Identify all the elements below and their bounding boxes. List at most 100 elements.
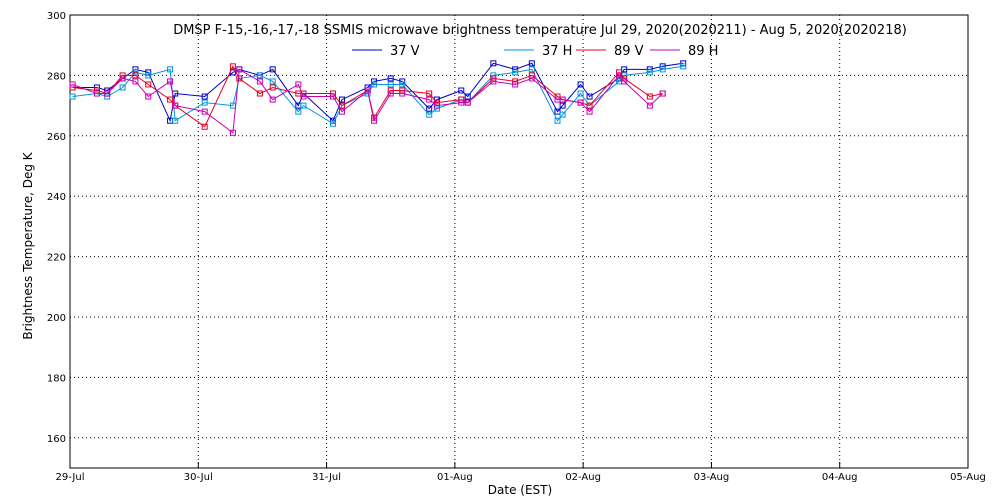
data-point <box>490 60 497 67</box>
x-tick-label: 05-Aug <box>950 472 986 483</box>
data-point <box>201 93 208 100</box>
data-point <box>586 93 593 100</box>
data-point <box>490 78 497 85</box>
data-point <box>69 93 76 100</box>
data-point <box>646 66 653 73</box>
data-point <box>172 117 179 124</box>
data-point <box>426 111 433 118</box>
y-tick-label: 180 <box>47 373 66 384</box>
data-point <box>104 90 111 97</box>
data-point <box>433 105 440 112</box>
data-point <box>559 96 566 103</box>
data-point <box>236 66 243 73</box>
data-point <box>458 99 465 106</box>
axis-ticks: 160 180 200 220 240 260 280 300 29-Jul 30-Jul 31-J… <box>47 11 986 483</box>
data-point <box>659 90 666 97</box>
data-point <box>167 96 174 103</box>
data-point <box>577 99 584 106</box>
data-point <box>145 81 152 88</box>
data-point <box>132 78 139 85</box>
data-point <box>512 81 519 88</box>
data-point <box>586 108 593 115</box>
chart-title: DMSP F-15,-16,-17,-18 SSMIS microwave br… <box>173 23 907 38</box>
y-tick-label: 280 <box>47 71 66 82</box>
y-tick-label: 300 <box>47 11 66 22</box>
data-point <box>119 75 126 82</box>
data-point <box>458 96 465 103</box>
plot-frame <box>69 14 969 469</box>
data-point <box>338 96 345 103</box>
legend-label: 89 V <box>614 44 644 59</box>
data-point <box>680 63 687 70</box>
data-point <box>201 108 208 115</box>
data-point <box>167 66 174 73</box>
legend-label: 89 H <box>688 44 718 59</box>
data-point <box>329 93 336 100</box>
data-point <box>426 105 433 112</box>
x-tick-label: 29-Jul <box>56 472 85 483</box>
data-point <box>646 69 653 76</box>
data-point <box>659 66 666 73</box>
data-point <box>387 81 394 88</box>
data-point <box>371 81 378 88</box>
data-point <box>269 96 276 103</box>
x-tick-label: 02-Aug <box>565 472 601 483</box>
series-line <box>72 65 684 125</box>
data-point <box>229 63 236 70</box>
data-point <box>577 81 584 88</box>
x-tick-label: 31-Jul <box>312 472 341 483</box>
legend-label: 37 V <box>390 44 420 59</box>
y-tick-label: 260 <box>47 132 66 143</box>
data-point <box>167 78 174 85</box>
data-point <box>371 78 378 85</box>
data-point <box>559 102 566 109</box>
data-point <box>616 72 623 79</box>
data-point <box>646 93 653 100</box>
data-point <box>172 102 179 109</box>
data-point <box>236 75 243 82</box>
data-point <box>399 81 406 88</box>
data-point <box>512 69 519 76</box>
data-point <box>528 75 535 82</box>
x-axis-title: Date (EST) <box>488 483 552 497</box>
data-point <box>364 87 371 94</box>
data-point <box>528 60 535 67</box>
data-point <box>621 78 628 85</box>
data-point <box>426 96 433 103</box>
series-line <box>72 62 684 123</box>
data-point <box>338 108 345 115</box>
data-point <box>256 90 263 97</box>
data-point <box>490 72 497 79</box>
data-point <box>512 78 519 85</box>
data-point <box>338 102 345 109</box>
data-point <box>387 75 394 82</box>
data-point <box>659 63 666 70</box>
data-point <box>512 66 519 73</box>
data-point <box>295 108 302 115</box>
series-89-h <box>69 66 666 136</box>
data-point <box>586 102 593 109</box>
x-tick-label: 03-Aug <box>694 472 730 483</box>
data-point <box>426 90 433 97</box>
data-point <box>399 90 406 97</box>
data-point <box>201 99 208 106</box>
data-point <box>528 66 535 73</box>
series-37-h <box>69 63 687 127</box>
data-point <box>256 72 263 79</box>
data-point <box>145 72 152 79</box>
y-axis-title: Brightness Temperature, Deg K <box>21 151 35 339</box>
y-tick-label: 160 <box>47 434 66 445</box>
data-point <box>433 102 440 109</box>
data-point <box>458 87 465 94</box>
data-point <box>554 108 561 115</box>
legend-label: 37 H <box>542 44 572 59</box>
data-point <box>300 93 307 100</box>
data-point <box>371 117 378 124</box>
data-point <box>621 66 628 73</box>
grid-lines <box>70 15 968 468</box>
y-tick-label: 240 <box>47 192 66 203</box>
data-point <box>229 129 236 136</box>
data-point <box>554 117 561 124</box>
series-lines <box>69 60 687 136</box>
